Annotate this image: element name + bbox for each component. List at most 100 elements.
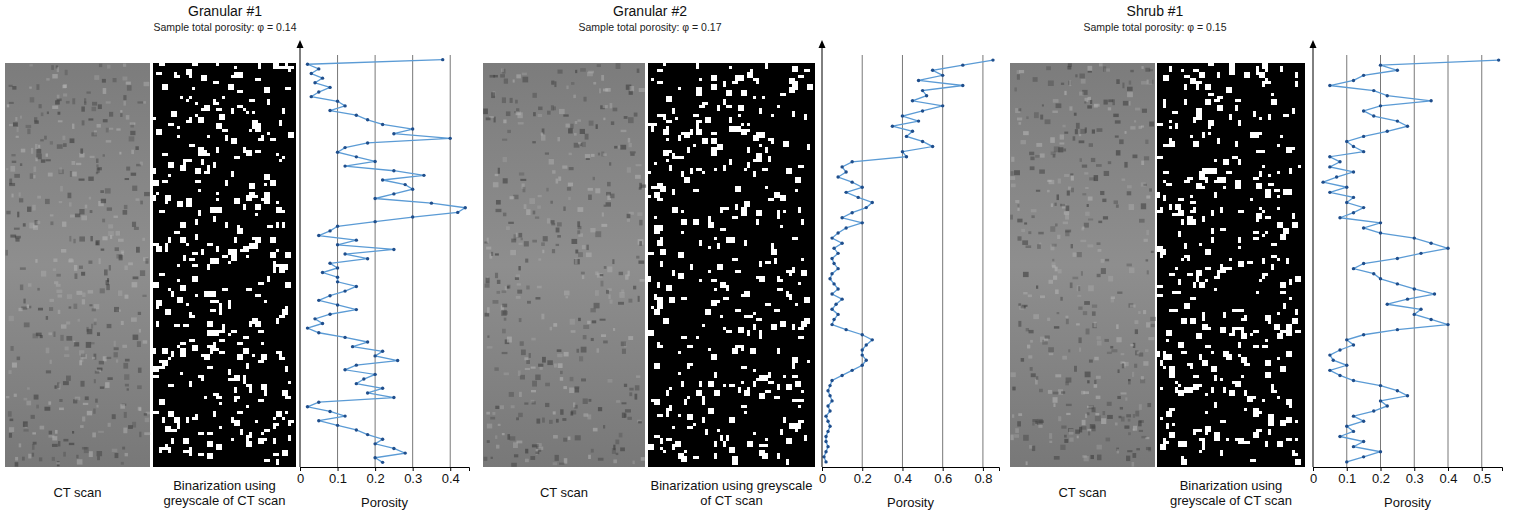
ct-texture xyxy=(91,324,93,329)
ct-texture xyxy=(81,215,87,220)
ct-texture xyxy=(102,219,105,223)
ct-texture xyxy=(6,211,10,215)
porosity-point xyxy=(824,450,827,453)
binarized-pixel xyxy=(234,198,240,204)
ct-texture xyxy=(137,341,141,347)
ct-texture xyxy=(1133,426,1137,431)
binarized-pixel xyxy=(279,264,282,270)
ct-texture xyxy=(88,260,92,263)
ct-texture xyxy=(70,138,75,143)
ct-texture xyxy=(56,290,62,293)
binarized-pixel xyxy=(240,249,243,252)
porosity-point xyxy=(836,231,839,234)
binarized-pixel xyxy=(207,432,213,435)
binarized-pixel xyxy=(186,243,189,246)
porosity-point xyxy=(336,243,339,246)
binarized-pixel xyxy=(189,453,192,456)
binarized-pixel xyxy=(258,282,264,285)
binarized-pixel xyxy=(228,333,231,336)
binarized-pixel xyxy=(258,123,261,129)
binarized-pixel xyxy=(216,147,219,153)
ct-texture xyxy=(123,95,126,100)
ct-texture xyxy=(1021,229,1025,232)
binarized-pixel xyxy=(216,258,219,264)
ct-texture xyxy=(1087,105,1092,108)
binarized-pixel xyxy=(222,255,228,258)
ct-texture xyxy=(126,115,130,120)
binarized-pixel xyxy=(243,348,249,354)
binarized-pixel xyxy=(744,240,747,246)
ct-texture xyxy=(542,250,544,253)
binarized-pixel xyxy=(222,324,225,330)
ct-texture xyxy=(101,199,106,203)
ct-texture xyxy=(517,112,522,118)
binarized-pixel xyxy=(759,330,762,333)
porosity-point xyxy=(328,410,331,413)
binarized-pixel xyxy=(186,303,189,306)
ct-texture xyxy=(26,125,32,128)
ct-texture xyxy=(113,78,117,82)
binarized-pixel xyxy=(177,423,180,429)
ct-texture xyxy=(1094,357,1099,361)
binarized-pixel xyxy=(204,153,210,156)
image-caption: CT scan xyxy=(53,485,101,500)
binarized-pixel xyxy=(195,168,201,174)
ct-texture xyxy=(41,159,45,162)
binarized-pixel xyxy=(288,420,291,426)
binarized-pixel xyxy=(669,150,672,153)
ct-texture xyxy=(590,308,595,312)
ct-texture xyxy=(32,453,34,457)
tick-label: 0 xyxy=(819,471,826,486)
binarized-pixel xyxy=(744,291,750,294)
binarized-pixel xyxy=(264,438,267,441)
binarized-pixel xyxy=(666,285,672,291)
ct-texture xyxy=(1010,215,1013,220)
binarized-pixel xyxy=(153,168,156,174)
ct-texture xyxy=(522,73,527,76)
ct-texture xyxy=(122,345,127,348)
porosity-point xyxy=(832,262,835,265)
porosity-point xyxy=(865,206,868,209)
ct-texture xyxy=(532,381,537,387)
binarized-pixel xyxy=(786,384,792,390)
binarized-pixel xyxy=(771,249,777,252)
ct-texture xyxy=(609,162,611,165)
ct-texture xyxy=(69,236,71,242)
ct-texture xyxy=(502,352,508,354)
porosity-point xyxy=(830,323,833,326)
ct-texture xyxy=(557,354,562,358)
porosity-point xyxy=(411,188,414,191)
binarized-pixel xyxy=(738,387,741,393)
binarized-pixel xyxy=(174,231,180,234)
ct-texture xyxy=(105,188,111,193)
binarized-pixel xyxy=(777,384,780,390)
ct-texture xyxy=(588,195,592,200)
binarized-pixel xyxy=(735,345,741,348)
binarized-pixel xyxy=(765,375,768,381)
binarized-pixel xyxy=(273,417,276,420)
ct-texture xyxy=(129,136,135,141)
binarized-pixel xyxy=(702,102,708,105)
binarized-pixel xyxy=(246,195,252,201)
ct-texture xyxy=(618,302,624,305)
binarized-pixel xyxy=(183,438,189,444)
porosity-point xyxy=(321,76,324,79)
ct-texture xyxy=(486,117,491,120)
ct-texture xyxy=(1027,345,1030,349)
ct-texture xyxy=(625,409,631,412)
ct-texture xyxy=(27,387,30,389)
binarized-pixel xyxy=(663,114,666,120)
ct-texture xyxy=(624,413,626,417)
binarized-pixel xyxy=(780,279,783,282)
binarized-pixel xyxy=(744,201,750,207)
binarized-pixel xyxy=(189,312,192,318)
binarized-pixel xyxy=(711,84,717,90)
ct-texture xyxy=(80,381,84,387)
binarized-pixel xyxy=(726,105,732,108)
ct-texture xyxy=(1023,292,1027,294)
binarized-pixel xyxy=(159,63,165,66)
ct-texture xyxy=(546,188,548,192)
ct-texture xyxy=(63,93,67,96)
binarized-pixel xyxy=(177,126,180,129)
binarized-pixel xyxy=(747,147,750,153)
